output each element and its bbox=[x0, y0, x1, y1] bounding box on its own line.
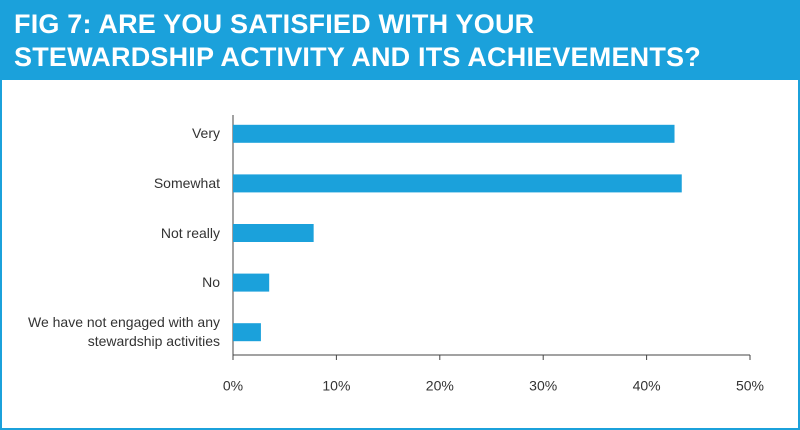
y-tick-label: Not really bbox=[160, 224, 220, 241]
x-tick-label: 30% bbox=[529, 378, 557, 394]
category-label-box: Not really bbox=[160, 224, 220, 241]
x-tick-label: 40% bbox=[633, 378, 661, 394]
bar bbox=[233, 174, 682, 193]
bar bbox=[233, 273, 270, 292]
y-tick-label: No bbox=[202, 274, 220, 291]
bar bbox=[233, 224, 314, 242]
category-label-box: We have not engaged with any stewardship… bbox=[28, 314, 220, 350]
y-tick-label: Somewhat bbox=[153, 174, 220, 191]
x-tick-label: 0% bbox=[223, 378, 243, 394]
chart-title: FIG 7: ARE YOU SATISFIED WITH YOUR STEWA… bbox=[14, 9, 701, 72]
category-label-box: Somewhat bbox=[153, 174, 220, 191]
y-tick-label: Very bbox=[191, 125, 220, 142]
x-tick-label: 10% bbox=[322, 378, 350, 394]
bar bbox=[233, 124, 675, 143]
y-tick-label: We have not engaged with any stewardship… bbox=[28, 314, 220, 350]
category-label-box: Very bbox=[191, 125, 220, 142]
header-band: FIG 7: ARE YOU SATISFIED WITH YOUR STEWA… bbox=[2, 2, 798, 80]
x-tick-label: 20% bbox=[426, 378, 454, 394]
category-label-box: No bbox=[202, 274, 220, 291]
x-tick-label: 50% bbox=[736, 378, 764, 394]
bar bbox=[233, 323, 261, 342]
